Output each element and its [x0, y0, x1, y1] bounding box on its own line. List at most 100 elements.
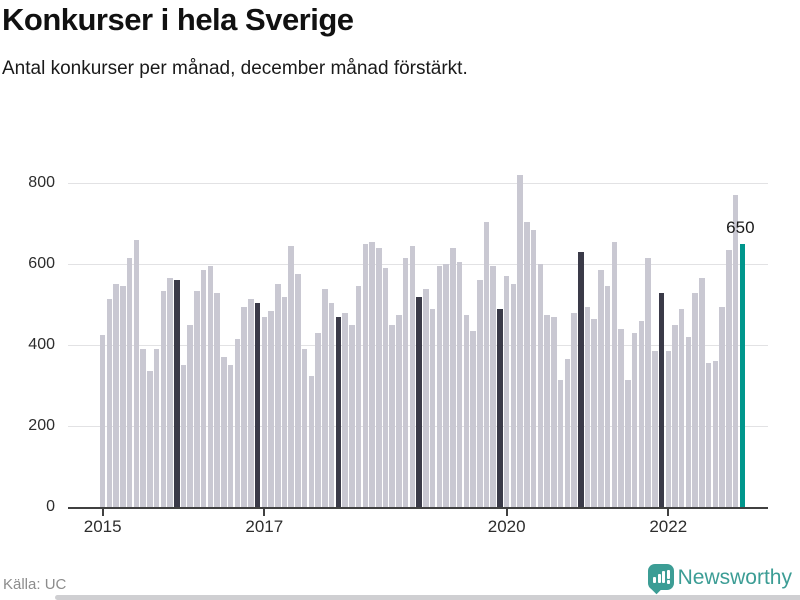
december-bar [416, 296, 422, 507]
bar [544, 314, 550, 507]
bar [699, 278, 705, 507]
bar [429, 308, 436, 507]
bar [631, 333, 638, 507]
december-bar [174, 280, 180, 507]
bar [160, 290, 167, 507]
x-axis-line [68, 507, 768, 509]
newsworthy-logo-icon [648, 564, 674, 590]
bar [672, 324, 678, 507]
bar [591, 318, 597, 507]
bar [692, 292, 698, 507]
bar [517, 175, 523, 507]
bar [322, 288, 328, 507]
bar [382, 268, 389, 507]
bar [281, 296, 288, 507]
december-bar [658, 292, 665, 507]
bar [301, 349, 308, 507]
bar [490, 266, 496, 507]
bar [477, 280, 483, 507]
bar [268, 310, 274, 507]
bar [275, 284, 281, 507]
bar [645, 258, 651, 507]
bar [564, 359, 571, 507]
bar [409, 246, 416, 507]
bar [604, 286, 611, 507]
newsworthy-brand: Newsworthy [632, 563, 792, 599]
bar [685, 337, 692, 507]
bar [665, 351, 672, 507]
value-annotation: 650 [726, 218, 755, 237]
bar [362, 244, 369, 507]
bar [450, 248, 456, 507]
bar [214, 292, 220, 507]
bar [295, 274, 301, 507]
source-label: Källa: UC [3, 576, 67, 593]
bar [423, 288, 429, 507]
bar [571, 312, 577, 507]
bar [133, 239, 140, 507]
y-axis-label: 600 [28, 255, 55, 273]
bar [510, 284, 517, 507]
bar [248, 298, 254, 507]
x-axis-tick [263, 508, 266, 516]
bar [463, 314, 470, 507]
brand-name: Newsworthy [677, 566, 792, 589]
bar [618, 328, 624, 507]
bar [328, 302, 335, 507]
y-axis-label: 200 [28, 417, 55, 435]
bar [537, 264, 544, 507]
bar [652, 351, 658, 507]
bar [530, 229, 537, 507]
bar [234, 339, 241, 507]
bar [389, 324, 395, 507]
bar [126, 258, 133, 507]
bar [611, 241, 618, 507]
bar [712, 361, 719, 507]
bar [167, 278, 173, 507]
bar [483, 221, 490, 507]
bar [402, 258, 409, 507]
bottom-scroll-strip [55, 595, 800, 600]
bar [120, 286, 126, 507]
bar [315, 333, 321, 507]
bar [524, 221, 530, 507]
x-axis-label: 2020 [487, 517, 526, 536]
bar [241, 306, 247, 507]
x-axis-tick [505, 508, 508, 516]
bar [342, 312, 348, 507]
bar [436, 266, 443, 507]
bar [140, 349, 146, 507]
chart-subtitle: Antal konkurser per månad, december måna… [2, 58, 468, 79]
bar [369, 241, 375, 507]
bar [726, 250, 732, 507]
bar [288, 246, 294, 507]
bar [261, 316, 268, 507]
bar [470, 330, 476, 507]
bar [113, 284, 119, 507]
bar [551, 316, 557, 507]
x-axis-label: 2015 [83, 517, 122, 536]
gridline [68, 263, 768, 265]
bar [732, 195, 739, 507]
bar [625, 379, 631, 507]
bar [376, 248, 382, 507]
bar [503, 276, 510, 507]
bar [557, 379, 564, 507]
december-bar [335, 316, 342, 507]
x-axis-tick [101, 508, 104, 516]
bar [598, 270, 604, 507]
bar [705, 363, 712, 507]
x-axis-tick [667, 508, 670, 516]
bar [194, 290, 200, 507]
bar [147, 371, 153, 507]
bar [355, 286, 362, 507]
bar [584, 306, 591, 507]
highlight-bar-latest [739, 244, 746, 507]
x-axis-label: 2017 [245, 517, 284, 536]
bar [227, 365, 234, 507]
bar [99, 335, 106, 507]
bar [396, 314, 402, 507]
bar [678, 308, 685, 507]
